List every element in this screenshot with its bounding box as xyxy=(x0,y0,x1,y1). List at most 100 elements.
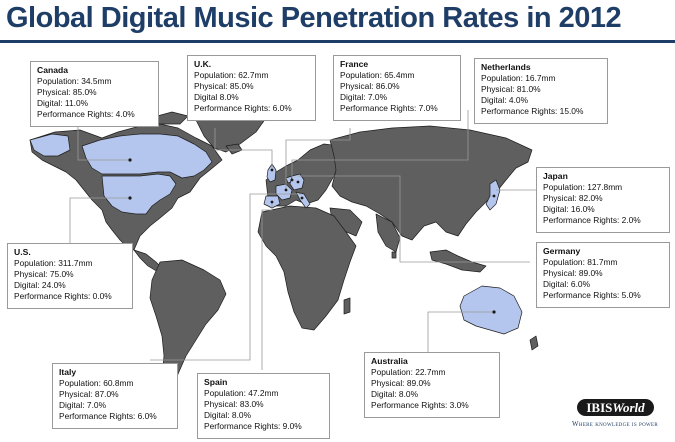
population-text: Population: 65.4mm xyxy=(340,70,415,80)
country-name: Japan xyxy=(543,171,568,181)
physical-text: Physical: 89.0% xyxy=(543,268,603,278)
digital-text: Digital: 7.0% xyxy=(59,400,107,410)
usa-shape xyxy=(101,173,177,215)
digital-text: Digital: 4.0% xyxy=(481,95,529,105)
dot-us xyxy=(128,196,132,200)
country-name: U.K. xyxy=(194,59,212,69)
ibisworld-logo: IBISWorld Where knowledge is power xyxy=(560,398,672,438)
chart-title: Global Digital Music Penetration Rates i… xyxy=(6,2,622,34)
rights-text: Performance Rights: 3.0% xyxy=(371,400,469,410)
country-name: Canada xyxy=(37,65,69,75)
callout-germany: Germany Population: 81.7mm Physical: 89.… xyxy=(536,242,670,308)
italy-shape xyxy=(295,191,311,209)
population-text: Population: 60.8mm xyxy=(59,378,134,388)
rights-text: Performance Rights: 4.0% xyxy=(37,109,135,119)
digital-text: Digital: 6.0% xyxy=(543,279,591,289)
leader-italy xyxy=(150,193,302,361)
africa-landmass xyxy=(257,205,357,331)
canada-shape xyxy=(81,133,213,179)
callout-canada: Canada Population: 34.5mm Physical: 85.0… xyxy=(30,61,159,127)
population-text: Population: 16.7mm xyxy=(481,73,556,83)
leader-canada xyxy=(77,126,130,161)
leader-germany xyxy=(298,175,530,263)
physical-text: Physical: 87.0% xyxy=(59,389,119,399)
callout-uk: U.K. Population: 62.7mm Physical: 85.0% … xyxy=(187,55,316,121)
sri-lanka-landmass xyxy=(391,251,397,259)
physical-text: Physical: 86.0% xyxy=(340,81,400,91)
rights-text: Performance Rights: 7.0% xyxy=(340,103,438,113)
dot-japan xyxy=(492,194,496,198)
physical-text: Physical: 85.0% xyxy=(194,81,254,91)
logo-badge: IBISWorld xyxy=(577,399,654,416)
callout-netherlands: Netherlands Population: 16.7mm Physical:… xyxy=(474,58,608,124)
callout-japan: Japan Population: 127.8mm Physical: 82.0… xyxy=(536,167,670,233)
title-underline xyxy=(0,40,675,43)
rights-text: Performance Rights: 0.0% xyxy=(14,291,112,301)
dot-france xyxy=(284,188,288,192)
leader-us xyxy=(69,197,130,243)
physical-text: Physical: 83.0% xyxy=(204,399,264,409)
digital-text: Digital: 8.0% xyxy=(204,410,252,420)
madagascar-landmass xyxy=(343,297,351,315)
uk-shape xyxy=(266,163,277,183)
leader-france xyxy=(285,128,351,190)
physical-text: Physical: 81.0% xyxy=(481,84,541,94)
callout-spain: Spain Population: 47.2mm Physical: 83.0%… xyxy=(197,373,330,439)
southeast-asia-islands xyxy=(429,249,487,273)
rights-text: Performance Rights: 2.0% xyxy=(543,215,641,225)
digital-text: Digital: 8.0% xyxy=(371,389,419,399)
logo-world: World xyxy=(612,400,645,415)
asia-landmass xyxy=(329,125,533,241)
dot-uk xyxy=(270,168,274,172)
alaska-shape xyxy=(29,133,71,157)
callout-france: France Population: 65.4mm Physical: 86.0… xyxy=(333,55,461,121)
rights-text: Performance Rights: 5.0% xyxy=(543,290,641,300)
dot-australia xyxy=(492,310,496,314)
rights-text: Performance Rights: 15.0% xyxy=(481,106,584,116)
population-text: Population: 47.2mm xyxy=(204,388,279,398)
population-text: Population: 127.8mm xyxy=(543,182,623,192)
country-name: France xyxy=(340,59,369,69)
country-name: Italy xyxy=(59,367,77,377)
physical-text: Physical: 85.0% xyxy=(37,87,97,97)
population-text: Population: 81.7mm xyxy=(543,257,618,267)
dot-spain xyxy=(270,200,274,204)
dot-germany xyxy=(296,180,300,184)
rights-text: Performance Rights: 6.0% xyxy=(59,411,157,421)
country-name: Germany xyxy=(543,246,581,256)
digital-text: Digital: 16.0% xyxy=(543,204,595,214)
population-text: Population: 62.7mm xyxy=(194,70,269,80)
callout-australia: Australia Population: 22.7mm Physical: 8… xyxy=(364,352,500,418)
leader-spain xyxy=(261,202,273,370)
physical-text: Physical: 75.0% xyxy=(14,269,74,279)
leader-australia xyxy=(427,311,494,352)
rights-text: Performance Rights: 6.0% xyxy=(194,103,292,113)
digital-text: Digital: 11.0% xyxy=(37,98,89,108)
japan-shape xyxy=(485,179,501,211)
dot-canada xyxy=(128,158,132,162)
australia-shape xyxy=(459,285,523,335)
country-name: Spain xyxy=(204,377,228,387)
country-name: Netherlands xyxy=(481,62,531,72)
physical-text: Physical: 89.0% xyxy=(371,378,431,388)
iceland-landmass xyxy=(225,143,243,155)
new-zealand-landmass xyxy=(529,335,539,351)
leader-uk xyxy=(214,128,273,170)
digital-text: Digital: 24.0% xyxy=(14,280,66,290)
population-text: Population: 311.7mm xyxy=(14,258,93,268)
population-text: Population: 34.5mm xyxy=(37,76,112,86)
logo-tagline: Where knowledge is power xyxy=(572,420,658,428)
callout-us: U.S. Population: 311.7mm Physical: 75.0%… xyxy=(7,243,133,309)
physical-text: Physical: 82.0% xyxy=(543,193,603,203)
callout-italy: Italy Population: 60.8mm Physical: 87.0%… xyxy=(52,363,178,429)
country-name: Australia xyxy=(371,356,408,366)
digital-text: Digital 8.0% xyxy=(194,92,239,102)
country-name: U.S. xyxy=(14,247,31,257)
digital-text: Digital: 7.0% xyxy=(340,92,388,102)
rights-text: Performance Rights: 9.0% xyxy=(204,421,302,431)
dot-netherlands xyxy=(290,178,294,182)
population-text: Population: 22.7mm xyxy=(371,367,446,377)
leader-netherlands xyxy=(291,110,469,180)
logo-ibis: IBIS xyxy=(586,400,613,415)
